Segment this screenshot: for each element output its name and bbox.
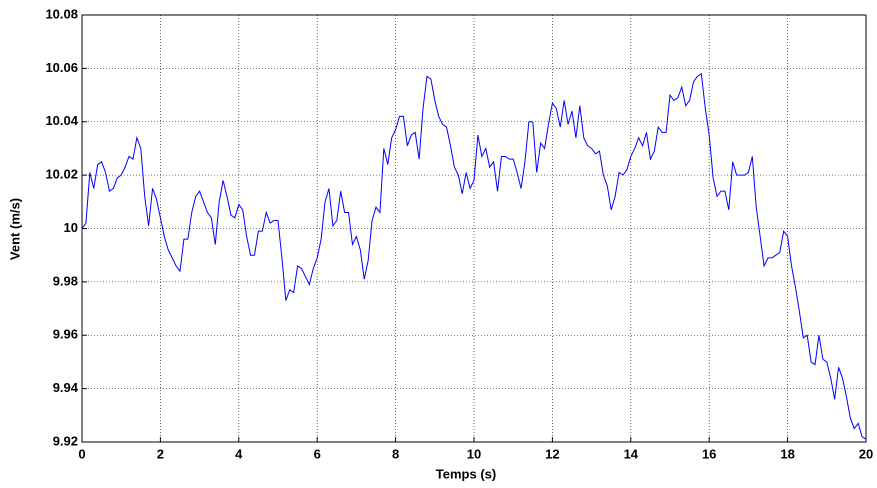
x-tick-label: 2: [157, 446, 164, 461]
x-tick-label: 10: [467, 446, 481, 461]
y-tick-label: 9.92: [53, 433, 78, 448]
y-axis-label: Vent (m/s): [7, 198, 22, 260]
y-tick-label: 9.98: [53, 273, 78, 288]
x-tick-label: 20: [859, 446, 873, 461]
y-tick-label: 10.06: [45, 60, 78, 75]
y-tick-label: 10.04: [45, 113, 78, 128]
x-tick-label: 16: [702, 446, 716, 461]
x-tick-label: 8: [392, 446, 399, 461]
x-tick-label: 4: [235, 446, 243, 461]
data-line: [81, 72, 867, 440]
x-tick-label: 12: [545, 446, 559, 461]
x-tick-label: 14: [624, 446, 639, 461]
y-tick-label: 10: [64, 220, 78, 235]
y-tick-label: 10.08: [45, 6, 78, 21]
x-tick-label: 0: [78, 446, 85, 461]
x-tick-label: 6: [314, 446, 321, 461]
y-tick-label: 9.94: [53, 380, 79, 395]
x-tick-label: 18: [780, 446, 794, 461]
y-tick-label: 9.96: [53, 327, 78, 342]
x-axis-label: Temps (s): [436, 466, 496, 481]
y-tick-label: 10.02: [45, 167, 78, 182]
